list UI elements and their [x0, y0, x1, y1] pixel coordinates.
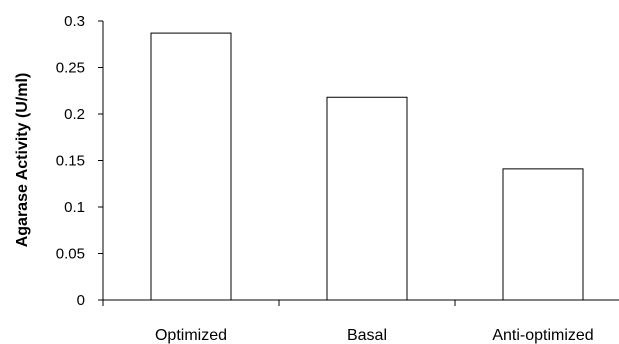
x-axis-ticks [102, 300, 456, 306]
y-tick-label: 0.05 [56, 246, 85, 263]
x-category-label: Anti-optimized [492, 327, 593, 344]
y-tick-label: 0.3 [64, 13, 85, 30]
bar-optimized [150, 32, 232, 301]
y-axis-ticks: 0 0.05 0.1 0.15 0.2 0.25 0.3 [56, 13, 103, 309]
bar-basal [326, 96, 408, 301]
y-tick-label: 0 [77, 292, 85, 309]
x-axis-labels: Optimized Basal Anti-optimized [155, 327, 594, 344]
y-tick-label: 0.1 [64, 199, 85, 216]
x-category-label: Basal [347, 327, 387, 344]
y-tick-label: 0.25 [56, 60, 85, 77]
x-category-label: Optimized [155, 327, 227, 344]
bars [150, 32, 584, 301]
y-axis-title: Agarase Activity (U/ml) [14, 73, 31, 248]
y-tick-label: 0.15 [56, 153, 85, 170]
bar-anti-optimized [502, 168, 584, 301]
y-tick-label: 0.2 [64, 106, 85, 123]
